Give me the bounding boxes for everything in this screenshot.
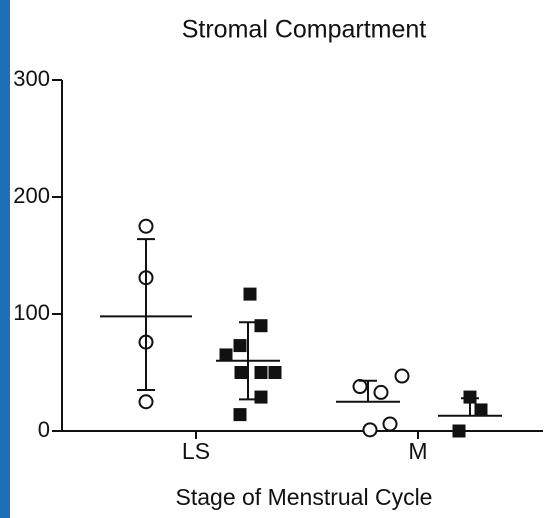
data-point bbox=[254, 390, 268, 404]
data-point bbox=[463, 390, 477, 404]
x-tick-label: M bbox=[408, 438, 427, 464]
data-point bbox=[243, 287, 257, 301]
data-point bbox=[452, 424, 466, 438]
x-tick-label: LS bbox=[182, 438, 210, 464]
data-point bbox=[382, 416, 398, 432]
data-point bbox=[234, 366, 248, 379]
data-point bbox=[352, 379, 368, 395]
data-point bbox=[233, 339, 247, 353]
data-point bbox=[138, 394, 154, 410]
y-tick-label: 200 bbox=[13, 183, 50, 208]
y-tick-label: 100 bbox=[13, 300, 50, 325]
x-axis-title: Stage of Menstrual Cycle bbox=[176, 484, 433, 510]
data-point bbox=[362, 422, 378, 438]
y-tick-label: 300 bbox=[13, 66, 50, 91]
data-point bbox=[268, 366, 282, 379]
data-point bbox=[219, 348, 233, 362]
data-point bbox=[474, 403, 488, 417]
data-point bbox=[254, 366, 268, 379]
data-point bbox=[233, 408, 247, 422]
data-point bbox=[394, 368, 410, 384]
chart-title: Stromal Compartment bbox=[182, 16, 427, 44]
side-bar bbox=[0, 0, 10, 518]
data-point bbox=[254, 319, 268, 333]
data-point bbox=[373, 384, 389, 400]
data-point bbox=[138, 218, 154, 234]
y-tick-label: 0 bbox=[38, 417, 50, 442]
